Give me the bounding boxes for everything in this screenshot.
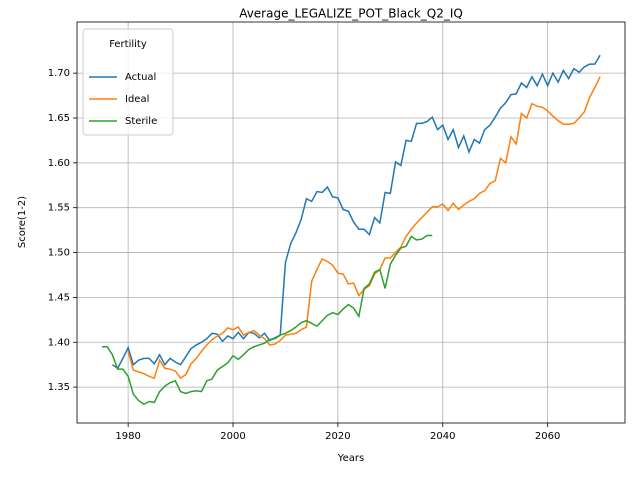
legend-label: Ideal [125, 94, 149, 105]
y-tick-label: 1.65 [48, 113, 70, 124]
legend: Fertility Actual Ideal Sterile [82, 28, 174, 136]
x-tick-label: 2020 [325, 431, 350, 442]
y-tick-label: 1.50 [48, 248, 70, 259]
x-tick-label: 2000 [220, 431, 245, 442]
x-axis-label: Years [337, 453, 364, 464]
series-line [111, 54, 601, 370]
legend-label: Actual [125, 72, 156, 83]
legend-label: Sterile [125, 116, 157, 127]
y-tick-label: 1.35 [48, 382, 70, 393]
series-line [101, 234, 433, 406]
x-tick-label: 1980 [115, 431, 140, 442]
y-tick-label: 1.60 [48, 158, 70, 169]
x-tick-label: 2060 [535, 431, 560, 442]
y-axis-label: Score(1-2) [17, 196, 28, 248]
y-tick-label: 1.40 [48, 337, 70, 348]
legend-title: Fertility [109, 39, 147, 50]
chart-title: Average_LEGALIZE_POT_Black_Q2_IQ [239, 7, 463, 21]
plot-frame [76, 21, 626, 424]
series-line [127, 76, 601, 380]
y-tick-label: 1.45 [48, 292, 70, 303]
x-tick-label: 2040 [430, 431, 455, 442]
y-tick-label: 1.70 [48, 68, 70, 79]
legend-box [82, 28, 174, 136]
y-tick-label: 1.55 [48, 203, 70, 214]
